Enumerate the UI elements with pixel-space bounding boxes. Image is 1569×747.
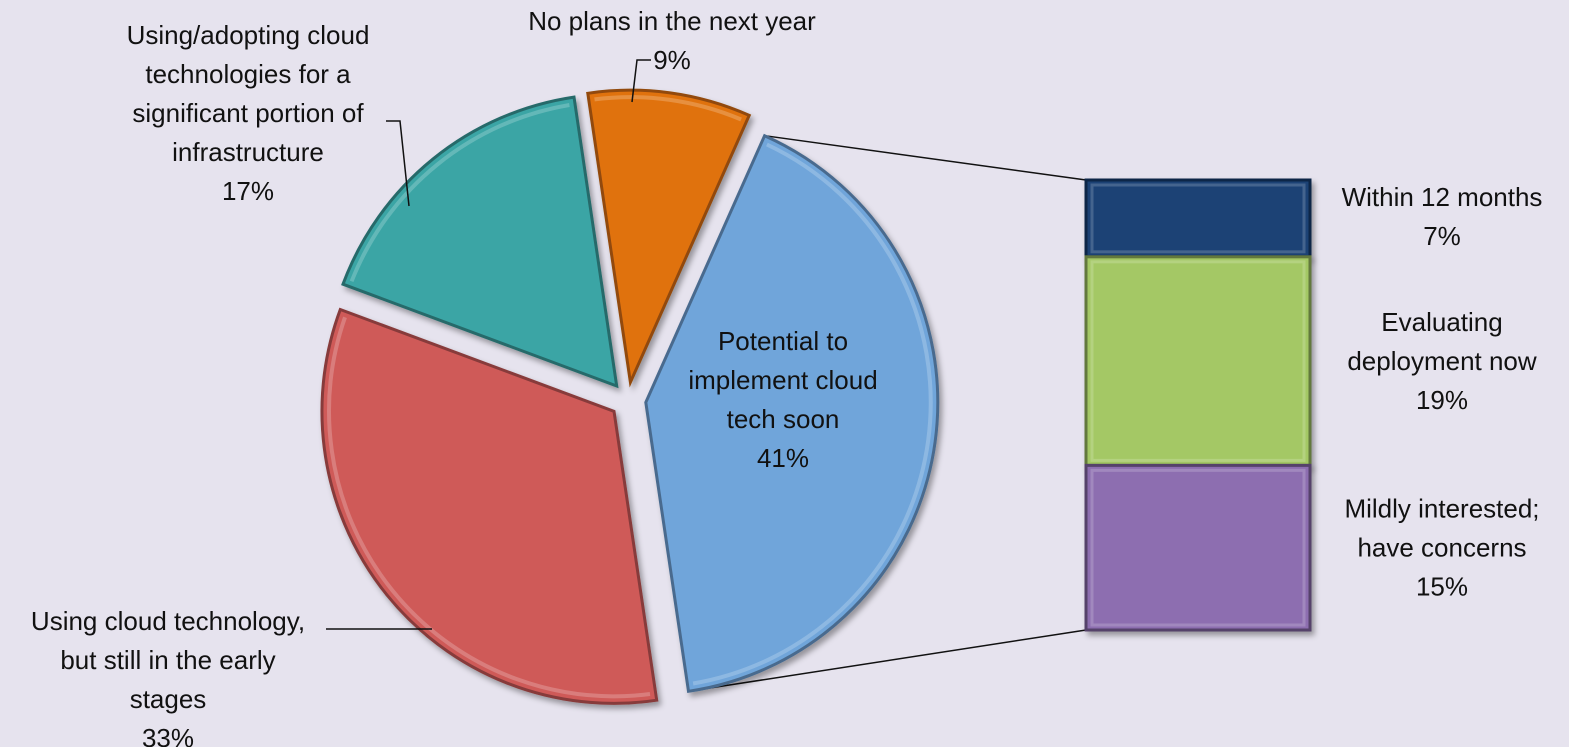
data-label-evaluating-deployment-now: Evaluating deployment now 19% xyxy=(1347,307,1537,415)
data-label-line: Potential to xyxy=(718,326,848,356)
leader-line-using-adopting-cloud-technologies-for-a-significant-portion-of-infrastructure xyxy=(386,120,410,207)
connector-lines xyxy=(688,134,1087,693)
data-label-line: significant portion of xyxy=(132,98,364,128)
data-label-line: Within 12 months xyxy=(1342,182,1543,212)
pie-slice-no-plans-in-the-next-year xyxy=(586,88,752,388)
pie-slice-bevel xyxy=(594,95,742,122)
data-label-no-plans-in-the-next-year: No plans in the next year 9% xyxy=(528,6,816,75)
pie-slice-bevel xyxy=(349,103,570,283)
data-label-using-adopting-cloud-technologies-for-a-significant-portion-of-infrastructure: Using/adopting cloud technologies for a si… xyxy=(127,20,370,206)
data-label-line: Evaluating xyxy=(1381,307,1502,337)
leader-line-no-plans-in-the-next-year xyxy=(631,59,651,103)
bar-segment-bevel xyxy=(1090,260,1306,462)
data-label-value: 15% xyxy=(1416,572,1468,602)
data-label-value: 7% xyxy=(1423,221,1461,251)
data-labels: Potential to implement cloud tech soon 41% U… xyxy=(31,6,1543,747)
pie-slices xyxy=(320,88,940,705)
data-label-line: have concerns xyxy=(1357,533,1526,563)
pie-slice-using-adopting-cloud-technologies-for-a-significant-portion-of-infrastructure xyxy=(341,95,619,389)
data-label-line: Mildly interested; xyxy=(1344,494,1539,524)
pie-slice-bevel xyxy=(692,142,933,686)
bar-segment-within-12-months xyxy=(1084,178,1312,259)
data-label-value: 41% xyxy=(757,443,809,473)
connector-line-bottom xyxy=(688,629,1087,693)
data-label-line: Using/adopting cloud xyxy=(127,20,370,50)
data-label-using-cloud-technology-but-still-in-the-early-stages: Using cloud technology, but still in the … xyxy=(31,606,305,747)
data-label-value: 17% xyxy=(222,176,274,206)
data-label-line: infrastructure xyxy=(172,137,324,167)
connector-line-top xyxy=(764,134,1087,181)
pie-slice-bevel xyxy=(327,316,651,699)
data-label-line: stages xyxy=(130,684,207,714)
bar-segment-evaluating-deployment-now xyxy=(1084,255,1312,467)
data-label-mildly-interested-have-concerns: Mildly interested; have concerns 15% xyxy=(1344,494,1539,602)
leader-lines xyxy=(326,59,651,630)
bar-segment-bevel xyxy=(1090,468,1306,627)
data-label-value: 33% xyxy=(142,723,194,747)
data-label-potential-to-implement-cloud-tech-soon: Potential to implement cloud tech soon 41% xyxy=(688,326,877,473)
data-label-line: implement cloud xyxy=(688,365,877,395)
data-label-within-12-months: Within 12 months 7% xyxy=(1342,182,1543,251)
bar-segment-bevel xyxy=(1090,183,1306,254)
bar-segment-mildly-interested-have-concerns xyxy=(1084,463,1312,632)
data-label-line: but still in the early xyxy=(60,645,275,675)
breakdown-bar xyxy=(1084,178,1312,632)
data-label-line: Using cloud technology, xyxy=(31,606,305,636)
data-label-value: 19% xyxy=(1416,385,1468,415)
data-label-line: technologies for a xyxy=(145,59,351,89)
data-label-line: tech soon xyxy=(727,404,840,434)
data-label-line: No plans in the next year xyxy=(528,6,816,36)
pie-slice-potential-to-implement-cloud-tech-soon xyxy=(644,133,940,694)
data-label-value: 9% xyxy=(653,45,691,75)
data-label-line: deployment now xyxy=(1347,346,1537,376)
